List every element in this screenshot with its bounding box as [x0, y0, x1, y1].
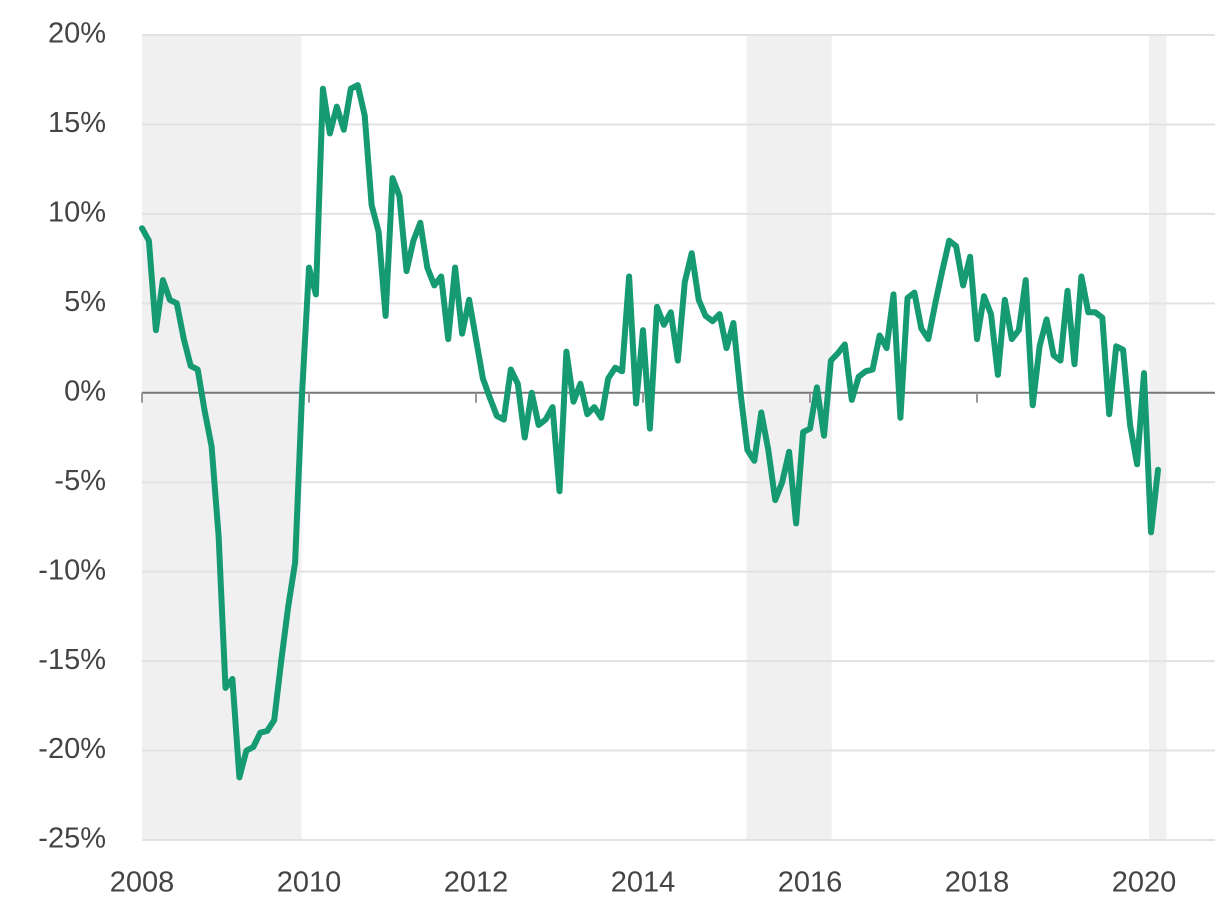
- y-tick-label: -15%: [38, 644, 106, 676]
- x-tick-label: 2012: [444, 867, 509, 899]
- x-tick-label: 2010: [277, 867, 342, 899]
- x-tick-label: 2008: [110, 867, 175, 899]
- x-tick-label: 2018: [945, 867, 1010, 899]
- y-tick-label: 0%: [64, 375, 106, 407]
- y-tick-label: 15%: [48, 107, 106, 139]
- y-tick-label: 5%: [64, 286, 106, 318]
- shaded-region: [142, 35, 302, 840]
- y-tick-label: -5%: [54, 465, 106, 497]
- data-line: [139, 82, 1161, 781]
- y-tick-label: -25%: [38, 823, 106, 855]
- shaded-region: [1149, 35, 1167, 840]
- y-tick-label: -10%: [38, 554, 106, 586]
- y-tick-label: 20%: [48, 18, 106, 50]
- x-tick-label: 2020: [1112, 867, 1177, 899]
- y-tick-label: 10%: [48, 197, 106, 229]
- x-tick-label: 2016: [778, 867, 843, 899]
- y-tick-label: -20%: [38, 733, 106, 765]
- shaded-region: [746, 35, 832, 840]
- x-tick-label: 2014: [611, 867, 676, 899]
